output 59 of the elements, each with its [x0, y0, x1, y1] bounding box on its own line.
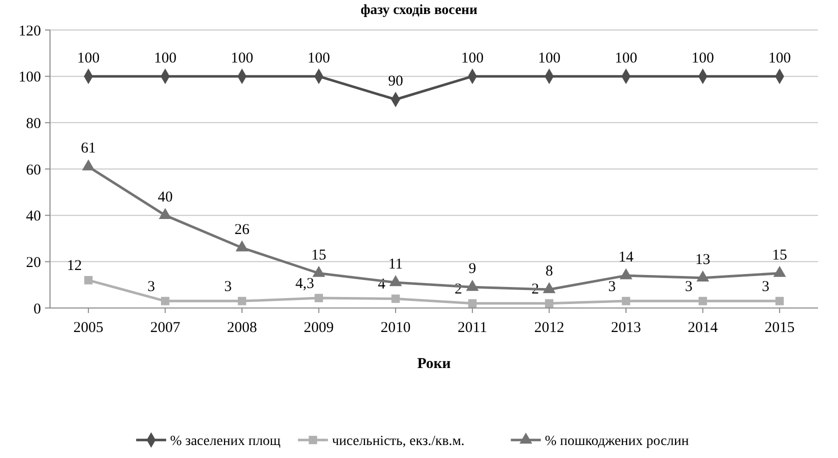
legend-label: % заселених площ — [170, 434, 281, 449]
data-label: 15 — [772, 247, 788, 264]
x-tick-label: 2015 — [764, 320, 795, 336]
data-label: 100 — [230, 50, 254, 66]
data-label: 100 — [538, 50, 560, 66]
x-axis-title: Роки — [417, 356, 452, 372]
y-tick-label: 100 — [18, 70, 41, 86]
y-tick-label: 120 — [18, 23, 41, 40]
point — [238, 296, 246, 306]
data-label: 100 — [77, 50, 100, 66]
point — [84, 276, 93, 284]
y-tick-label: 20 — [26, 254, 41, 271]
point — [314, 294, 323, 302]
data-label: 12 — [66, 258, 82, 274]
y-tick-label: 60 — [26, 162, 41, 178]
data-label: 26 — [234, 222, 250, 238]
data-label: 61 — [80, 140, 96, 157]
data-label: 8 — [545, 263, 553, 280]
data-label: 100 — [614, 50, 638, 66]
data-label: 90 — [388, 74, 404, 90]
data-label: 3 — [762, 279, 770, 296]
data-label: 11 — [388, 256, 403, 273]
legend-label: чисельність, екз./кв.м. — [332, 434, 465, 449]
data-label: 3 — [224, 279, 232, 296]
x-tick-label: 2007 — [150, 320, 181, 336]
data-label: 100 — [154, 50, 176, 66]
x-tick-label: 2013 — [611, 320, 641, 336]
x-tick-label: 2005 — [73, 320, 104, 336]
x-tick-label: 2009 — [304, 320, 334, 336]
legend-label: % пошкоджених рослин — [544, 434, 690, 449]
data-label: 4,3 — [295, 276, 314, 292]
data-label: 100 — [308, 50, 330, 66]
data-label: 40 — [158, 189, 173, 206]
data-label: 15 — [311, 247, 326, 264]
point — [545, 299, 554, 308]
data-label: 13 — [695, 252, 710, 268]
data-label: 3 — [685, 279, 693, 296]
data-label: 3 — [608, 279, 616, 296]
data-label: 14 — [618, 250, 634, 266]
x-tick-label: 2010 — [380, 320, 411, 336]
chart-title: фазу сходів восени — [360, 3, 478, 18]
x-tick-label: 2008 — [227, 320, 257, 336]
x-tick-label: 2011 — [458, 320, 488, 336]
point — [698, 296, 707, 306]
point — [391, 294, 400, 303]
y-tick-label: 80 — [26, 116, 41, 132]
point — [622, 296, 630, 306]
point — [468, 299, 477, 308]
y-tick-label: 0 — [34, 301, 41, 318]
x-tick-label: 2014 — [688, 320, 718, 336]
point — [161, 296, 170, 306]
data-label: 100 — [768, 50, 791, 66]
data-label: 100 — [461, 50, 484, 66]
y-tick-label: 40 — [26, 208, 41, 225]
data-label: 9 — [468, 261, 476, 278]
x-tick-label: 2012 — [534, 320, 564, 336]
data-label: 100 — [692, 50, 714, 66]
data-label: 3 — [147, 279, 155, 296]
point — [775, 296, 784, 306]
